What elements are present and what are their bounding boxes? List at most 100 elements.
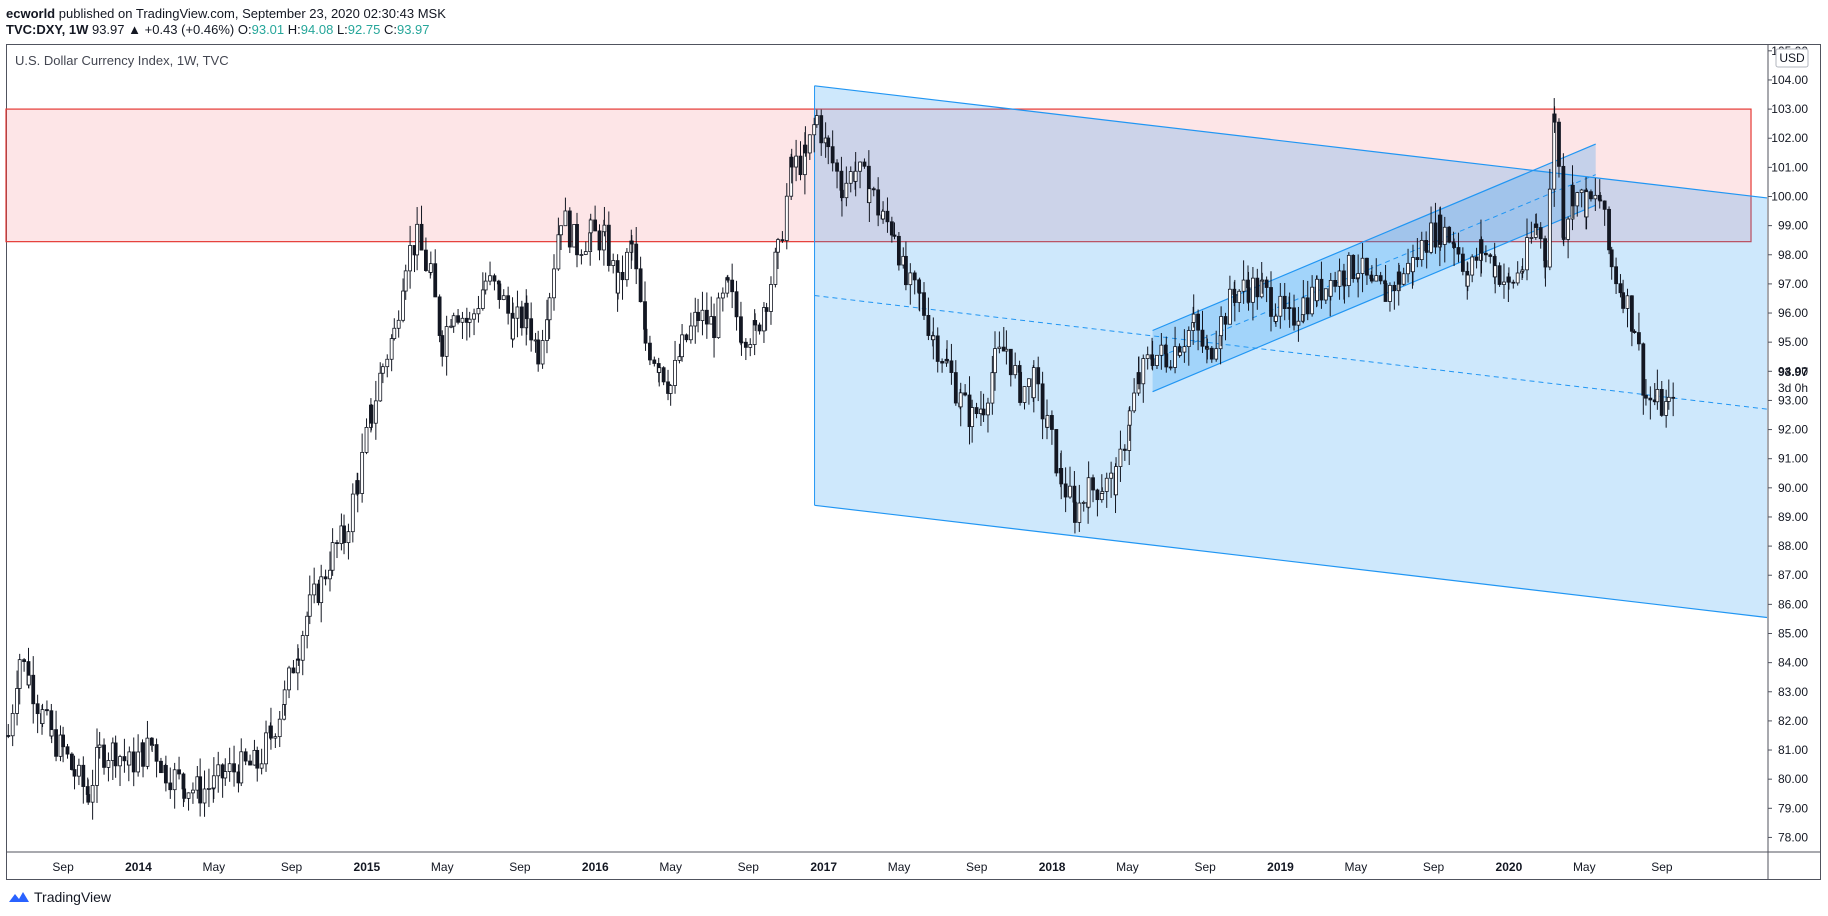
candle-body	[648, 342, 652, 361]
candle-body	[69, 753, 74, 770]
candle-body	[680, 334, 684, 358]
candle-body	[970, 407, 975, 428]
candle-body	[949, 360, 954, 373]
candle-body	[1557, 121, 1561, 167]
candle-body	[90, 785, 95, 803]
candle-body	[1538, 227, 1543, 240]
candle-body	[1259, 280, 1264, 298]
candle-body	[1465, 274, 1470, 287]
candle-body	[145, 737, 150, 767]
candle-body	[264, 732, 268, 765]
candle-body	[330, 542, 335, 571]
candle-body	[1346, 254, 1351, 286]
candle-body	[668, 385, 673, 394]
candle-body	[876, 189, 881, 216]
candle-body	[1502, 281, 1506, 285]
candle-body	[1045, 415, 1050, 428]
candle-body	[15, 688, 19, 714]
candle-body	[963, 392, 968, 396]
candle-body	[1323, 288, 1328, 301]
candle-body	[1383, 280, 1387, 284]
candle-body	[814, 115, 819, 126]
candle-body	[1566, 218, 1571, 240]
candle-body	[583, 251, 588, 255]
candle-body	[6, 735, 11, 737]
big-channel-mid	[814, 295, 1768, 410]
candle-body	[61, 734, 66, 748]
candle-body	[789, 156, 794, 168]
candle-body	[191, 789, 195, 794]
candle-body	[1099, 492, 1104, 501]
candle-body	[556, 234, 561, 270]
author-name[interactable]: ecworld	[6, 6, 56, 21]
candle-body	[45, 709, 49, 712]
price-tick-label: 86.00	[1778, 597, 1808, 611]
candle-body	[323, 576, 328, 580]
candle-body	[1406, 262, 1410, 275]
brand-label: TradingView	[34, 889, 112, 905]
candle-body	[1644, 394, 1648, 399]
price-tick-label: 100.00	[1771, 189, 1808, 203]
candle-body	[1118, 448, 1123, 467]
countdown-label: 3d 0h	[1778, 381, 1808, 395]
candle-body	[1163, 344, 1168, 355]
candle-body	[515, 306, 520, 319]
candle-body	[232, 763, 236, 773]
candle-body	[862, 161, 867, 167]
candle-body	[896, 235, 901, 266]
candle-body	[1191, 322, 1196, 331]
candle-body	[346, 531, 351, 544]
candle-body	[1036, 367, 1041, 385]
candle-body	[1077, 502, 1082, 523]
candle-body	[712, 316, 716, 339]
price-tick-label: 84.00	[1778, 656, 1808, 670]
candle-body	[807, 134, 812, 154]
candle-body	[912, 272, 917, 281]
candle-body	[255, 749, 260, 769]
candle-body	[1614, 266, 1618, 285]
candle-body	[1136, 372, 1141, 385]
candle-body	[182, 788, 187, 799]
candle-body	[1474, 256, 1479, 261]
candle-body	[739, 316, 743, 343]
candle-body	[312, 583, 317, 596]
candle-body	[385, 358, 390, 368]
time-tick-label: Sep	[281, 860, 303, 874]
candle-body	[1269, 287, 1273, 317]
candle-body	[1597, 194, 1602, 201]
candle-body	[1411, 257, 1415, 273]
candle-body	[483, 280, 488, 291]
candle-body	[812, 124, 817, 136]
candle-body	[1507, 276, 1511, 283]
candle-body	[798, 155, 803, 176]
candle-body	[917, 279, 921, 293]
candle-body	[1356, 273, 1361, 279]
tradingview-logo[interactable]: TradingView	[8, 889, 111, 905]
candle-body	[1200, 329, 1205, 347]
price-tick-label: 101.00	[1771, 160, 1808, 174]
candle-body	[396, 319, 401, 329]
candle-body	[739, 341, 744, 344]
candle-body	[840, 189, 844, 199]
candle-body	[1260, 279, 1265, 282]
candle-body	[1397, 271, 1402, 285]
price-tick-label: 88.00	[1778, 539, 1808, 553]
candle-body	[355, 480, 360, 494]
candle-body	[1388, 284, 1392, 302]
candle-body	[277, 718, 282, 738]
candle-body	[428, 263, 433, 273]
tradingview-icon	[9, 892, 29, 902]
candle-body	[575, 224, 579, 256]
close-value: 93.97	[396, 22, 430, 37]
candle-body	[1223, 316, 1228, 325]
price-tick-label: 102.00	[1771, 131, 1808, 145]
candle-body	[95, 746, 99, 786]
candle-body	[1086, 477, 1091, 508]
candle-body	[163, 765, 168, 784]
price-tick-label: 99.00	[1778, 219, 1808, 233]
candle-body	[35, 703, 40, 715]
candle-body	[85, 786, 90, 795]
candle-body	[243, 751, 248, 762]
candle-body	[588, 219, 593, 234]
